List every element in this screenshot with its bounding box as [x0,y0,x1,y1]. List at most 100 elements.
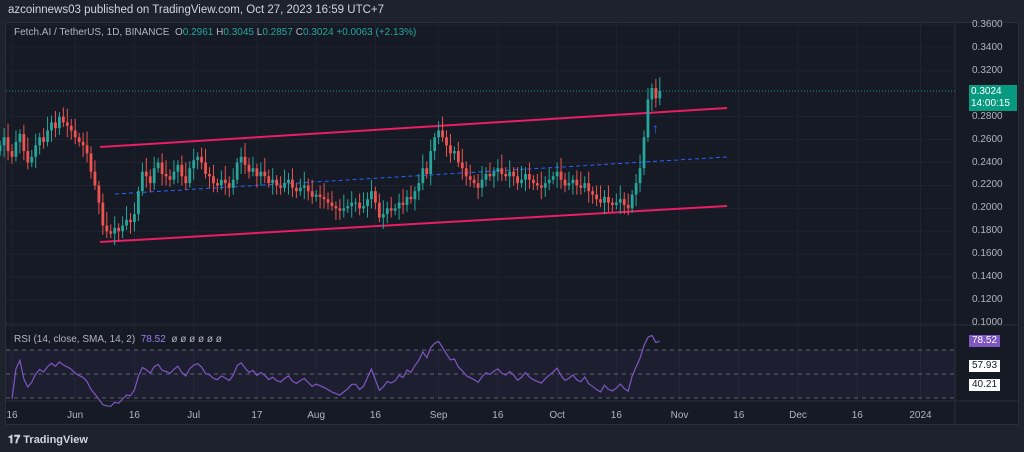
candle-body [318,194,322,197]
time-axis-label: Aug [307,410,326,421]
candle-body [38,137,42,146]
price-axis-label: 0.2200 [972,179,1003,191]
candle-body [508,171,512,177]
candle-body [607,196,610,203]
logo-icon: 𝟏𝟕 [8,434,21,446]
candle-body [377,202,381,218]
candle-body [362,206,365,209]
candle-body [366,199,369,207]
candle-body [314,194,318,197]
candle-body [646,99,650,138]
low-value: 0.2857 [262,27,293,38]
candle-body [334,206,338,209]
candle-body [263,171,267,177]
high-value: 0.3045 [223,27,254,38]
price-axis-label: 0.1600 [972,248,1003,260]
candle-body [0,145,2,152]
rsi-ma-badge: 57.93 [969,360,1001,372]
candle-body [172,171,176,180]
price-axis-label: 0.1200 [972,294,1003,306]
candle-body [109,231,113,234]
candle-body [476,183,480,188]
chart-frame[interactable] [5,22,1019,425]
candle-body [512,171,516,177]
candle-body [160,162,164,174]
candle-body [425,168,429,174]
candle-body [251,168,255,172]
candle-body [591,191,595,195]
candle-body [393,208,397,211]
candle-body [441,130,444,138]
candle-body [460,162,464,169]
candle-body [528,173,531,180]
candle-body [326,199,330,203]
candle-body [539,185,543,188]
symbol-name: Fetch.AI / TetherUS, 1D, BINANCE [14,27,170,38]
candle-body [603,196,606,203]
publish-header: azcoinnews03 published on TradingView.co… [8,4,385,16]
candle-body [413,191,417,200]
candle-body [346,206,350,209]
candle-body [374,191,377,203]
channel-lower-line [99,205,728,243]
close-value: 0.3024 [302,27,334,38]
candle-body [85,145,89,154]
candle-body [10,151,14,157]
price-axis-label: 0.2400 [972,156,1003,168]
rsi-label: RSI (14, close, SMA, 14, 2) [14,334,136,345]
candle-body [61,116,65,123]
bar-countdown: 14:00:15 [971,98,1010,109]
candle-body [97,185,101,203]
rsi-line [11,334,661,407]
candle-body [472,179,476,184]
price-axis-label: 0.3600 [972,19,1003,30]
candle-body [144,171,148,177]
time-axis-label: Sep [429,410,448,421]
candle-body [611,202,614,205]
candle-body [322,196,326,200]
price-axis-label: 0.2600 [972,133,1003,145]
candle-body [180,164,184,177]
candle-body [358,202,361,209]
symbol-legend: Fetch.AI / TetherUS, 1D, BINANCE O0.2961… [14,27,416,38]
candle-body [464,168,468,177]
candle-body [421,168,425,184]
candle-body [520,179,523,184]
candle-body [231,179,235,188]
candle-body [453,151,456,154]
candle-body [504,173,508,177]
time-axis-label: 2024 [909,410,932,421]
candle-body [437,130,440,138]
candle-body [535,183,539,186]
high-label: H [216,27,224,38]
candle-body [524,173,527,180]
candle-body [69,125,73,131]
tradingview-logo[interactable]: 𝟏𝟕 TradingView [8,434,88,447]
open-value: 0.2961 [182,27,214,38]
candle-body [89,153,93,172]
price-axis-label: 0.1400 [972,271,1003,283]
candle-body [342,208,346,211]
candle-body [196,156,200,161]
candle-body [30,156,34,163]
candle-body [658,91,662,99]
candle-body [247,164,251,172]
candle-body [354,202,358,204]
candle-body [429,151,433,174]
candle-body [480,179,484,188]
channel-upper-line [99,107,728,148]
candle-body [567,183,571,186]
candle-body [34,145,38,157]
time-axis-label: Dec [789,410,807,421]
price-axis-label: 0.2800 [972,110,1003,122]
candle-body [101,202,105,226]
candle-body [638,168,642,184]
candle-body [587,183,591,192]
candle-body [235,162,239,180]
time-axis-label: 16 [128,410,140,421]
candle-body [125,219,128,226]
candle-body [204,162,207,174]
candle-body [77,137,81,142]
candle-body [255,168,259,177]
